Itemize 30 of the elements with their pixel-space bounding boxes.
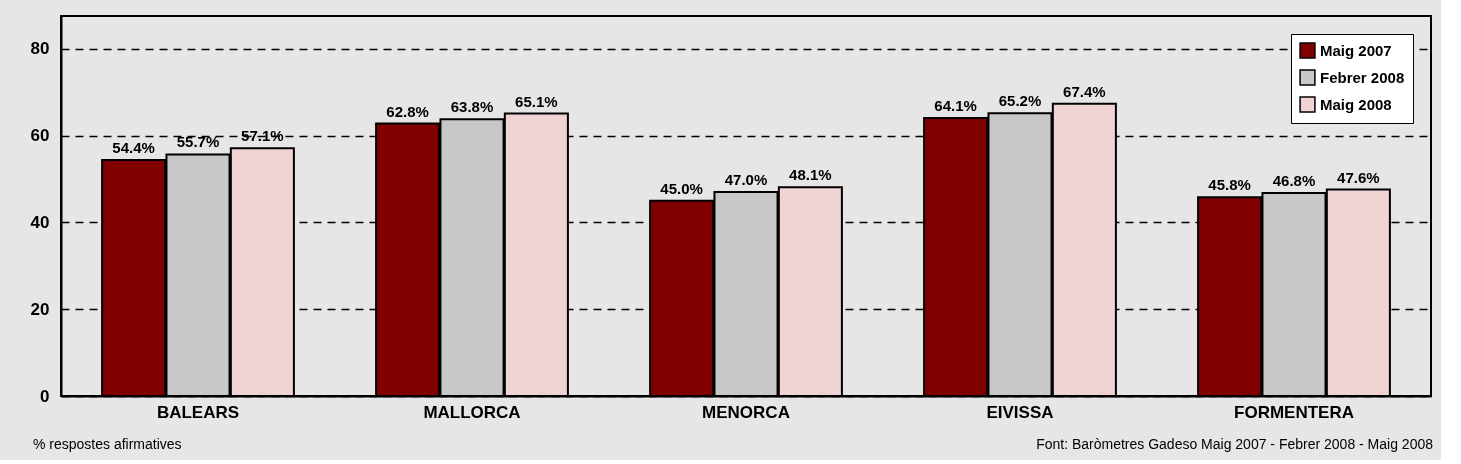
text: 48.1% [789, 166, 832, 184]
text: 54.4% [112, 139, 155, 157]
text: 47.0% [724, 171, 768, 189]
text: 46.8% [1272, 171, 1316, 189]
text: 45.8% [1208, 176, 1251, 194]
x-tick-label: MALLORCA [423, 402, 521, 422]
y-tick-label: 60 [30, 126, 50, 146]
x-tick-label: EIVISSA [986, 402, 1054, 422]
text: 65.2% [998, 92, 1042, 110]
text: 65.1% [515, 92, 558, 110]
legend-label: Maig 2008 [1320, 95, 1392, 113]
y-tick-label: 20 [30, 299, 50, 319]
text: 57.1% [241, 127, 284, 145]
text: 45.0% [660, 179, 703, 197]
x-tick-label: MENORCA [702, 402, 790, 422]
text: 64.1% [934, 96, 977, 114]
text: Font: Baròmetres Gadeso Maig 2007 - Febrer 2008 - Maig 2008 [1036, 436, 1434, 452]
text: 55.7% [176, 133, 220, 151]
text: 47.6% [1337, 168, 1380, 186]
y-tick-label: 0 [40, 386, 50, 406]
text: % respostes afirmatives [33, 436, 182, 452]
legend-label: Febrer 2008 [1320, 68, 1405, 86]
text: 62.8% [386, 102, 429, 120]
x-tick-label: BALEARS [156, 402, 240, 422]
text: 63.8% [450, 98, 494, 116]
y-tick-label: 80 [30, 39, 50, 59]
y-tick-label: 40 [30, 212, 50, 232]
legend-label: Maig 2007 [1320, 41, 1392, 59]
text: 67.4% [1063, 82, 1106, 100]
x-tick-label: FORMENTERA [1234, 402, 1354, 422]
